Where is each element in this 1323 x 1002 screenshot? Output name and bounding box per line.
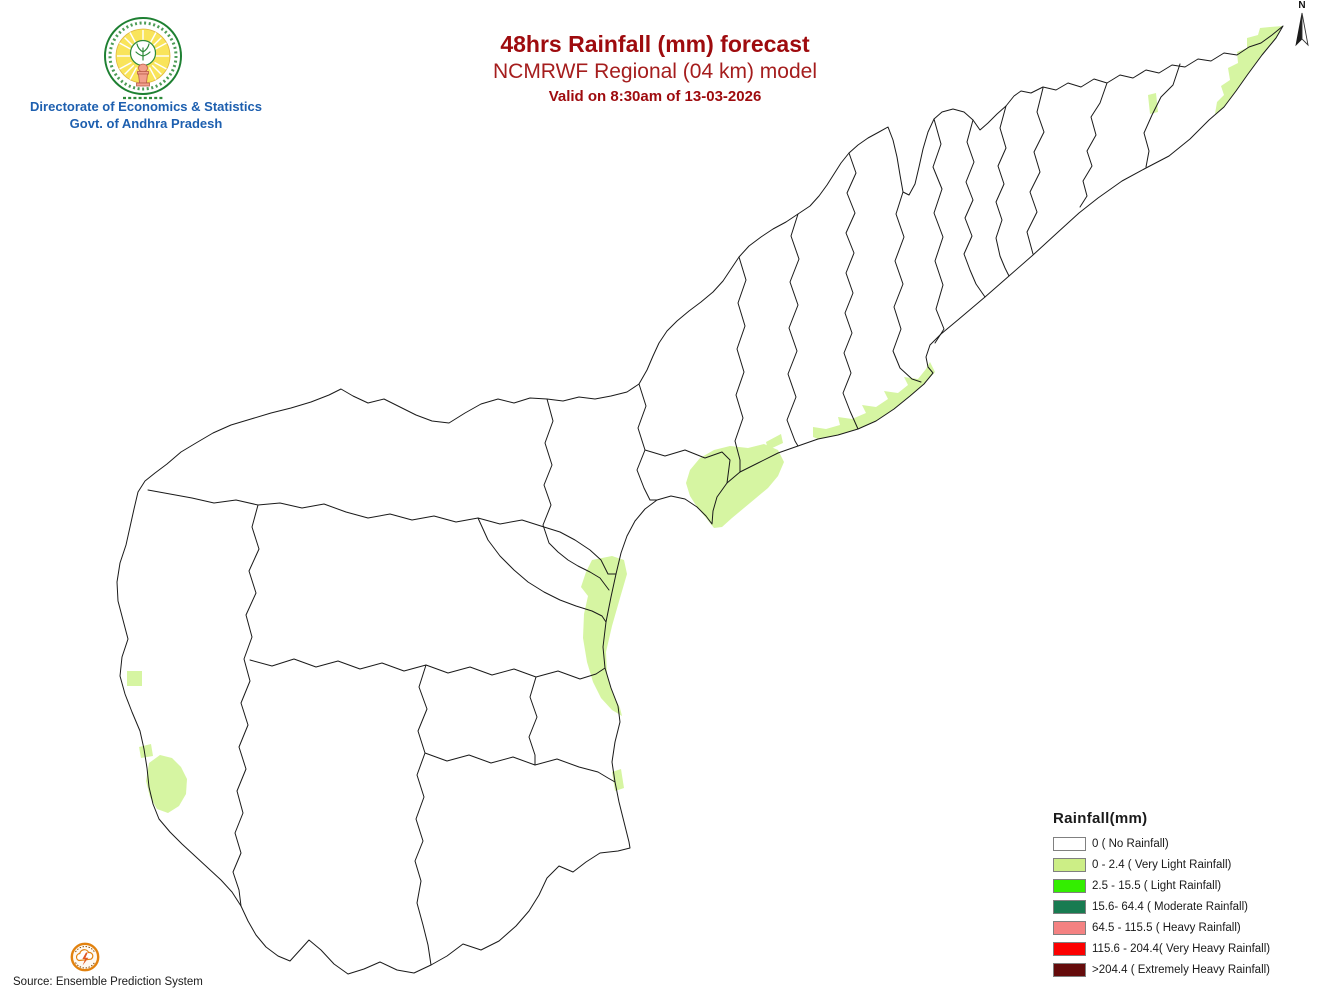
legend-item-label: 2.5 - 15.5 ( Light Rainfall) <box>1092 879 1222 892</box>
legend-color-swatch <box>1053 899 1086 914</box>
legend-item: 15.6- 64.4 ( Moderate Rainfall) <box>1053 896 1270 917</box>
rain-patches-very-light <box>127 26 1283 813</box>
legend-items: 0 ( No Rainfall) 0 - 2.4 ( Very Light Ra… <box>1053 833 1270 980</box>
ap-emblem-icon <box>104 17 182 100</box>
legend-color-swatch <box>1053 836 1086 851</box>
org-name-line2: Govt. of Andhra Pradesh <box>69 116 223 131</box>
legend-item-label: 64.5 - 115.5 ( Heavy Rainfall) <box>1092 921 1241 934</box>
district-boundaries <box>147 63 1181 966</box>
north-indicator: N <box>1290 0 1314 56</box>
legend-item: 115.6 - 204.4( Very Heavy Rainfall) <box>1053 938 1270 959</box>
ncmrwf-logo-icon <box>70 942 100 972</box>
legend-item: 0 - 2.4 ( Very Light Rainfall) <box>1053 854 1270 875</box>
state-boundary <box>116 25 1284 975</box>
legend-item: 64.5 - 115.5 ( Heavy Rainfall) <box>1053 917 1270 938</box>
model-subtitle: NCMRWF Regional (04 km) model <box>492 60 818 83</box>
legend-item-label: 0 - 2.4 ( Very Light Rainfall) <box>1092 858 1232 871</box>
org-name-line1: Directorate of Economics & Statistics <box>30 99 262 114</box>
legend-color-swatch <box>1053 857 1086 872</box>
source-note: Source: Ensemble Prediction System <box>13 976 203 988</box>
legend-item: 2.5 - 15.5 ( Light Rainfall) <box>1053 875 1270 896</box>
legend-item: >204.4 ( Extremely Heavy Rainfall) <box>1053 959 1270 980</box>
rainfall-legend: Rainfall(mm) 0 ( No Rainfall) 0 - 2.4 ( … <box>1053 810 1271 980</box>
valid-datetime: Valid on 8:30am of 13-03-2026 <box>548 88 762 105</box>
legend-color-swatch <box>1053 962 1086 977</box>
legend-item-label: 115.6 - 204.4( Very Heavy Rainfall) <box>1092 942 1271 955</box>
legend-item-label: >204.4 ( Extremely Heavy Rainfall) <box>1092 963 1271 976</box>
page-title: 48hrs Rainfall (mm) forecast <box>500 31 810 57</box>
north-arrow-icon <box>1295 12 1309 47</box>
legend-item-label: 15.6- 64.4 ( Moderate Rainfall) <box>1092 900 1248 913</box>
legend-color-swatch <box>1053 920 1086 935</box>
map-header: 48hrs Rainfall (mm) forecast NCMRWF Regi… <box>330 30 980 108</box>
legend-color-swatch <box>1053 878 1086 893</box>
legend-color-swatch <box>1053 941 1086 956</box>
org-name-block: Directorate of Economics & Statistics Go… <box>0 98 292 132</box>
legend-title: Rainfall(mm) <box>1053 810 1148 827</box>
legend-item: 0 ( No Rainfall) <box>1053 833 1270 854</box>
north-label: N <box>1298 0 1306 11</box>
legend-item-label: 0 ( No Rainfall) <box>1092 837 1169 850</box>
